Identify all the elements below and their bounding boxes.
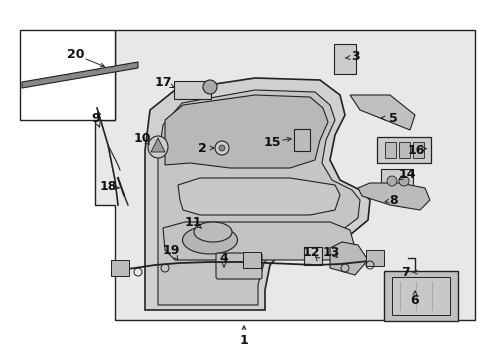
Text: 4: 4: [219, 252, 228, 265]
FancyBboxPatch shape: [384, 141, 395, 158]
FancyBboxPatch shape: [174, 81, 210, 99]
Text: 3: 3: [351, 50, 360, 63]
Text: 8: 8: [389, 194, 398, 207]
Text: 9: 9: [92, 112, 100, 125]
Text: 5: 5: [388, 112, 397, 125]
Ellipse shape: [182, 226, 237, 254]
FancyBboxPatch shape: [398, 141, 408, 158]
FancyBboxPatch shape: [111, 260, 129, 276]
Polygon shape: [357, 183, 429, 210]
Polygon shape: [163, 222, 354, 260]
Ellipse shape: [148, 136, 168, 158]
Text: 7: 7: [401, 266, 409, 279]
Text: 2: 2: [197, 141, 206, 154]
Polygon shape: [349, 95, 414, 130]
Text: 1: 1: [239, 333, 248, 346]
Text: 16: 16: [407, 144, 424, 157]
Text: 10: 10: [133, 131, 150, 144]
Text: 6: 6: [410, 293, 418, 306]
FancyBboxPatch shape: [391, 277, 449, 315]
Text: 14: 14: [397, 168, 415, 181]
FancyBboxPatch shape: [412, 141, 423, 158]
Polygon shape: [22, 62, 138, 88]
Text: 17: 17: [154, 76, 171, 89]
Polygon shape: [329, 242, 367, 275]
Polygon shape: [178, 178, 339, 215]
Text: 20: 20: [67, 49, 84, 62]
FancyBboxPatch shape: [376, 137, 430, 163]
Polygon shape: [158, 90, 359, 305]
Circle shape: [219, 145, 224, 151]
Text: 19: 19: [162, 243, 179, 256]
FancyBboxPatch shape: [365, 250, 383, 266]
Ellipse shape: [194, 222, 231, 242]
Circle shape: [203, 80, 217, 94]
FancyBboxPatch shape: [243, 252, 261, 268]
Text: 11: 11: [184, 216, 202, 229]
Polygon shape: [151, 138, 164, 152]
Text: 18: 18: [99, 180, 117, 194]
Text: 13: 13: [322, 246, 339, 258]
Circle shape: [386, 176, 396, 186]
FancyBboxPatch shape: [380, 169, 412, 193]
Polygon shape: [95, 30, 474, 320]
Polygon shape: [20, 30, 115, 120]
Circle shape: [398, 176, 408, 186]
FancyBboxPatch shape: [293, 129, 309, 151]
FancyBboxPatch shape: [383, 271, 457, 321]
Text: 12: 12: [302, 246, 319, 258]
Circle shape: [215, 141, 228, 155]
FancyBboxPatch shape: [216, 253, 262, 279]
FancyBboxPatch shape: [304, 247, 321, 265]
Polygon shape: [164, 95, 327, 168]
Text: 15: 15: [263, 135, 280, 148]
Polygon shape: [145, 78, 369, 310]
FancyBboxPatch shape: [333, 44, 355, 74]
